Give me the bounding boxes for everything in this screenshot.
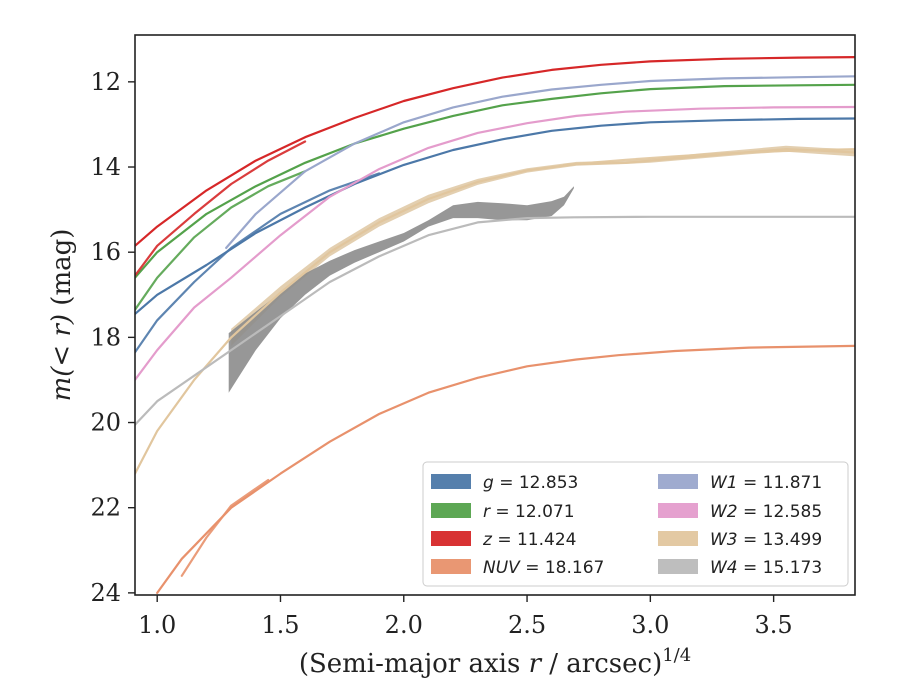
legend-label-w3: W3 = 13.499 [710, 530, 822, 550]
y-tick-label: 12 [90, 68, 121, 96]
legend-swatch-nuv [431, 559, 471, 574]
x-tick-label: 3.5 [755, 611, 793, 639]
y-tick-label: 16 [90, 238, 121, 266]
legend-swatch-w2 [658, 503, 698, 518]
legend: g = 12.853 r = 12.071 z = 11.424 NUV = 18.1… [423, 462, 848, 586]
x-tick-label: 2.0 [385, 611, 423, 639]
legend-label-g: g = 12.853 [483, 473, 578, 493]
legend-label-z: z = 11.424 [482, 530, 576, 550]
legend-swatch-w3 [658, 531, 698, 546]
magnitude-profile-chart: 1.0 1.5 2.0 2.5 3.0 3.5 12 14 16 18 20 22 24 (Semi-… [0, 0, 900, 700]
x-tick-label: 1.5 [261, 611, 299, 639]
x-tick-label: 1.0 [138, 611, 176, 639]
legend-swatch-z [431, 531, 471, 546]
y-tick-label: 24 [90, 579, 121, 607]
legend-swatch-g [431, 474, 471, 489]
x-tick-label: 3.0 [631, 611, 669, 639]
x-axis-label: (Semi-major axis r / arcsec)1/4 [299, 645, 691, 679]
legend-swatch-w4 [658, 559, 698, 574]
legend-swatch-w1 [658, 474, 698, 489]
legend-label-w4: W4 = 15.173 [710, 558, 822, 578]
legend-label-nuv: NUV = 18.167 [483, 558, 604, 578]
y-axis-label: m(< r) (mag) [47, 229, 77, 402]
legend-label-w2: W2 = 12.585 [710, 502, 822, 522]
legend-label-w1: W1 = 11.871 [710, 473, 822, 493]
y-tick-label: 18 [90, 323, 121, 351]
y-tick-label: 22 [90, 494, 121, 522]
x-tick-label: 2.5 [508, 611, 546, 639]
legend-swatch-r [431, 503, 471, 518]
legend-label-r: r = 12.071 [483, 502, 575, 522]
y-tick-label: 14 [90, 153, 121, 181]
y-tick-label: 20 [90, 409, 121, 437]
